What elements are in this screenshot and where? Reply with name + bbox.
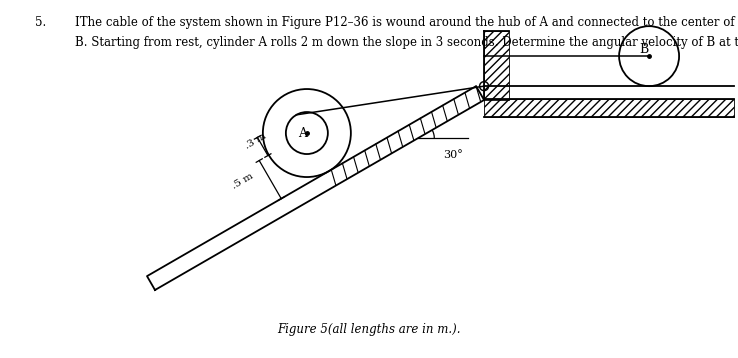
Text: 30°: 30° (444, 150, 463, 160)
Text: B: B (639, 43, 649, 55)
Text: .5 m: .5 m (230, 172, 255, 191)
Text: B. Starting from rest, cylinder A rolls 2 m down the slope in 3 seconds. Determi: B. Starting from rest, cylinder A rolls … (75, 36, 738, 49)
Text: 5.: 5. (35, 16, 46, 29)
Text: .3 m: .3 m (244, 132, 268, 151)
Text: Figure 5(all lengths are in m.).: Figure 5(all lengths are in m.). (277, 323, 461, 336)
Text: IThe cable of the system shown in Figure P12–36 is wound around the hub of A and: IThe cable of the system shown in Figure… (75, 16, 738, 29)
Text: A: A (298, 126, 307, 140)
